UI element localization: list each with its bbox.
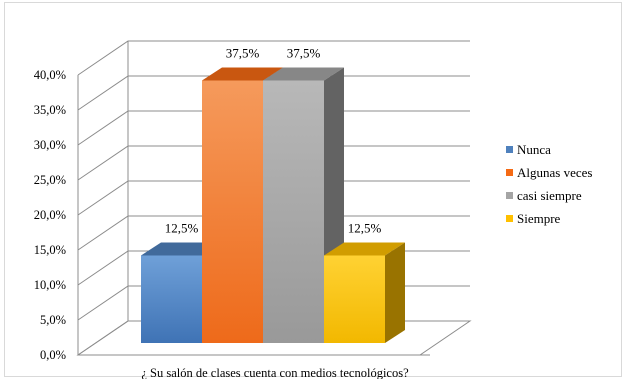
bar-side [385,242,405,343]
y-tick-label: 25,0% [34,173,66,187]
data-label: 12,5% [165,221,199,236]
bar-front [202,80,263,343]
y-tick-label: 10,0% [34,278,66,292]
legend-label: Nunca [517,142,551,157]
legend-swatch [506,215,513,222]
legend-item: casi siempre [506,188,582,203]
bar-front [141,255,202,343]
y-tick-label: 30,0% [34,138,66,152]
legend-swatch [506,192,513,199]
bars [141,67,405,343]
x-axis-label: ¿ Su salón de clases cuenta con medios t… [141,366,409,379]
data-label: 12,5% [348,221,382,236]
bar-top [324,242,405,256]
data-label: 37,5% [226,46,260,61]
bar-front [263,80,324,343]
data-labels: 12,5% 37,5% 37,5% 12,5% [165,46,382,236]
legend-swatch [506,169,513,176]
legend-item: Nunca [506,142,551,157]
legend-label: Siempre [517,211,561,226]
legend-swatch [506,146,513,153]
y-tick-label: 0,0% [40,348,66,362]
data-label: 37,5% [287,46,321,61]
bar-siempre [324,242,405,343]
y-tick-label: 40,0% [34,68,66,82]
legend-item: Siempre [506,211,561,226]
bar-front [324,255,385,343]
bar-top [263,67,344,81]
y-tick-label: 15,0% [34,243,66,257]
legend: Nunca Algunas veces casi siempre Siempre [506,142,592,226]
bar-top [141,242,222,256]
y-tick-label: 20,0% [34,208,66,222]
legend-label: Algunas veces [517,165,592,180]
y-axis: 0,0% 5,0% 10,0% 15,0% 20,0% 25,0% 30,0% 35,0% 40… [34,68,66,362]
y-tick-label: 5,0% [40,313,66,327]
bar-top [202,67,283,81]
legend-label: casi siempre [517,188,582,203]
legend-item: Algunas veces [506,165,592,180]
y-tick-label: 35,0% [34,103,66,117]
